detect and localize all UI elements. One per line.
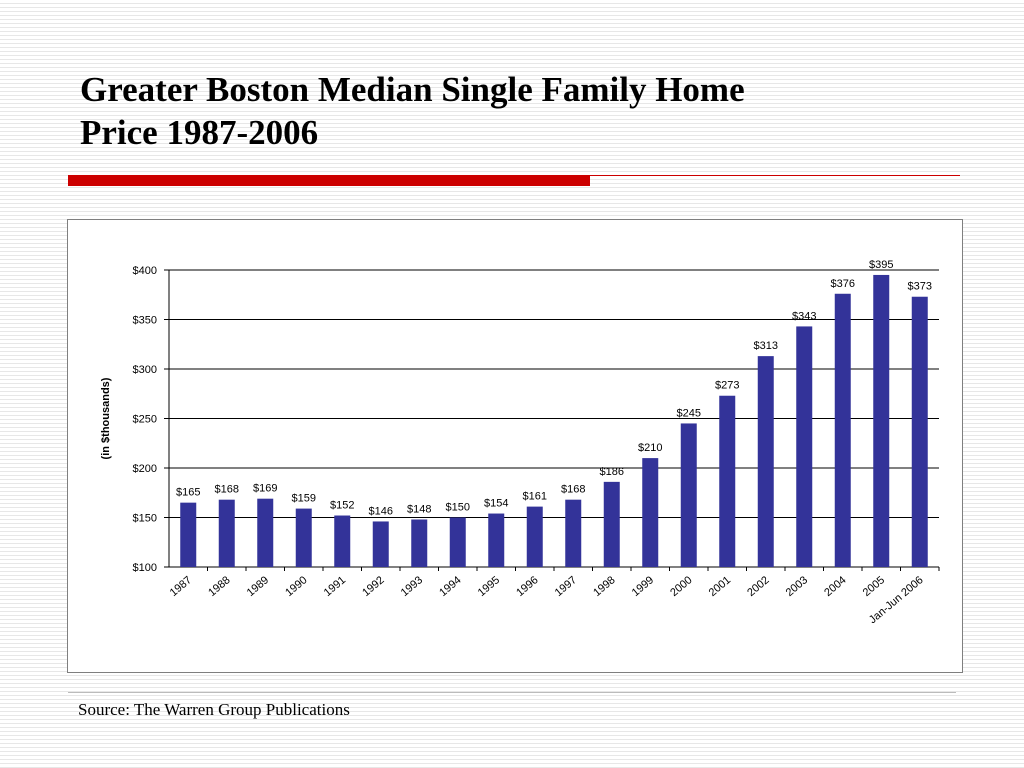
y-tick-label: $300 [133,364,157,376]
bar [680,423,697,567]
bar [488,513,505,567]
y-tick-label: $150 [133,513,157,525]
x-tick-label: 2001 [707,574,733,599]
x-tick-label: 1988 [206,574,232,599]
bar [257,498,274,567]
bar-data-label: $154 [484,498,508,510]
bar [873,274,890,567]
x-tick-label: 1999 [630,574,656,599]
bar [603,481,620,567]
x-tick-label: 2002 [745,574,771,599]
y-tick-label: $250 [133,414,157,426]
chart-container: $100 $150 $200 $250 $300 $350 $400 (in $thousan… [67,219,963,673]
bar [218,499,235,567]
title-accent-rule [68,175,590,186]
bar [411,519,428,567]
bar [295,508,312,567]
bar-data-label: $395 [869,259,893,271]
bar [334,515,351,567]
x-tick-label: 1992 [360,574,386,599]
x-tick-label: 2000 [668,574,694,599]
bar [180,502,197,567]
bar [834,293,851,567]
x-tick-label: 1995 [476,574,502,599]
bar-data-label: $146 [369,505,393,517]
bar-data-label: $245 [677,407,701,419]
bar-data-label: $313 [754,340,778,352]
bar-data-label: $373 [908,281,932,293]
bar [565,499,582,567]
bar-data-label: $210 [638,442,662,454]
slide-title-line-2: Price 1987-2006 [80,113,319,152]
bar-data-label: $273 [715,380,739,392]
bar-chart: $100 $150 $200 $250 $300 $350 $400 (in $thousan… [100,259,940,626]
y-tick-label: $350 [133,315,157,327]
bar [757,356,774,567]
bar-data-label: $168 [561,484,585,496]
y-tick-label: $200 [133,463,157,475]
slide-title-line-1: Greater Boston Median Single Family Home [80,70,745,109]
slide-title: Greater Boston Median Single Family Home… [80,68,900,154]
bar [449,517,466,567]
bar [642,458,659,567]
bar [526,506,543,567]
bar-data-label: $169 [253,483,277,495]
bar-data-label: $168 [215,484,239,496]
bar-data-label: $148 [407,503,431,515]
x-tick-label: 1993 [399,574,425,599]
bar-data-label: $159 [292,493,316,505]
bar-data-label: $161 [523,491,547,503]
x-tick-label: 2005 [861,574,887,599]
title-thin-rule [590,175,960,176]
bar [372,521,389,567]
x-tick-label: 1994 [437,574,463,599]
bar [719,395,736,567]
x-tick-label: 1991 [322,574,348,599]
x-tick-label: 1987 [168,574,194,599]
y-tick-label: $400 [133,265,157,277]
x-tick-label: 1996 [514,574,540,599]
x-tick-label: 1990 [283,574,309,599]
bar [796,326,813,567]
bar [911,296,928,567]
bar-data-label: $343 [792,310,816,322]
bar-data-label: $165 [176,487,200,499]
bar-data-label: $152 [330,500,354,512]
bar-data-label: $186 [600,466,624,478]
bar-data-label: $150 [446,502,470,514]
footer-rule [68,692,956,693]
x-tick-label: 1997 [553,574,579,599]
x-tick-label: 1998 [591,574,617,599]
y-axis-label: (in $thousands) [100,377,112,459]
x-tick-label: 1989 [245,574,271,599]
bar-data-label: $376 [831,278,855,290]
x-tick-label: 2004 [822,574,848,599]
y-tick-label: $100 [133,562,157,574]
source-note: Source: The Warren Group Publications [78,700,350,719]
x-tick-label: 2003 [784,574,810,599]
